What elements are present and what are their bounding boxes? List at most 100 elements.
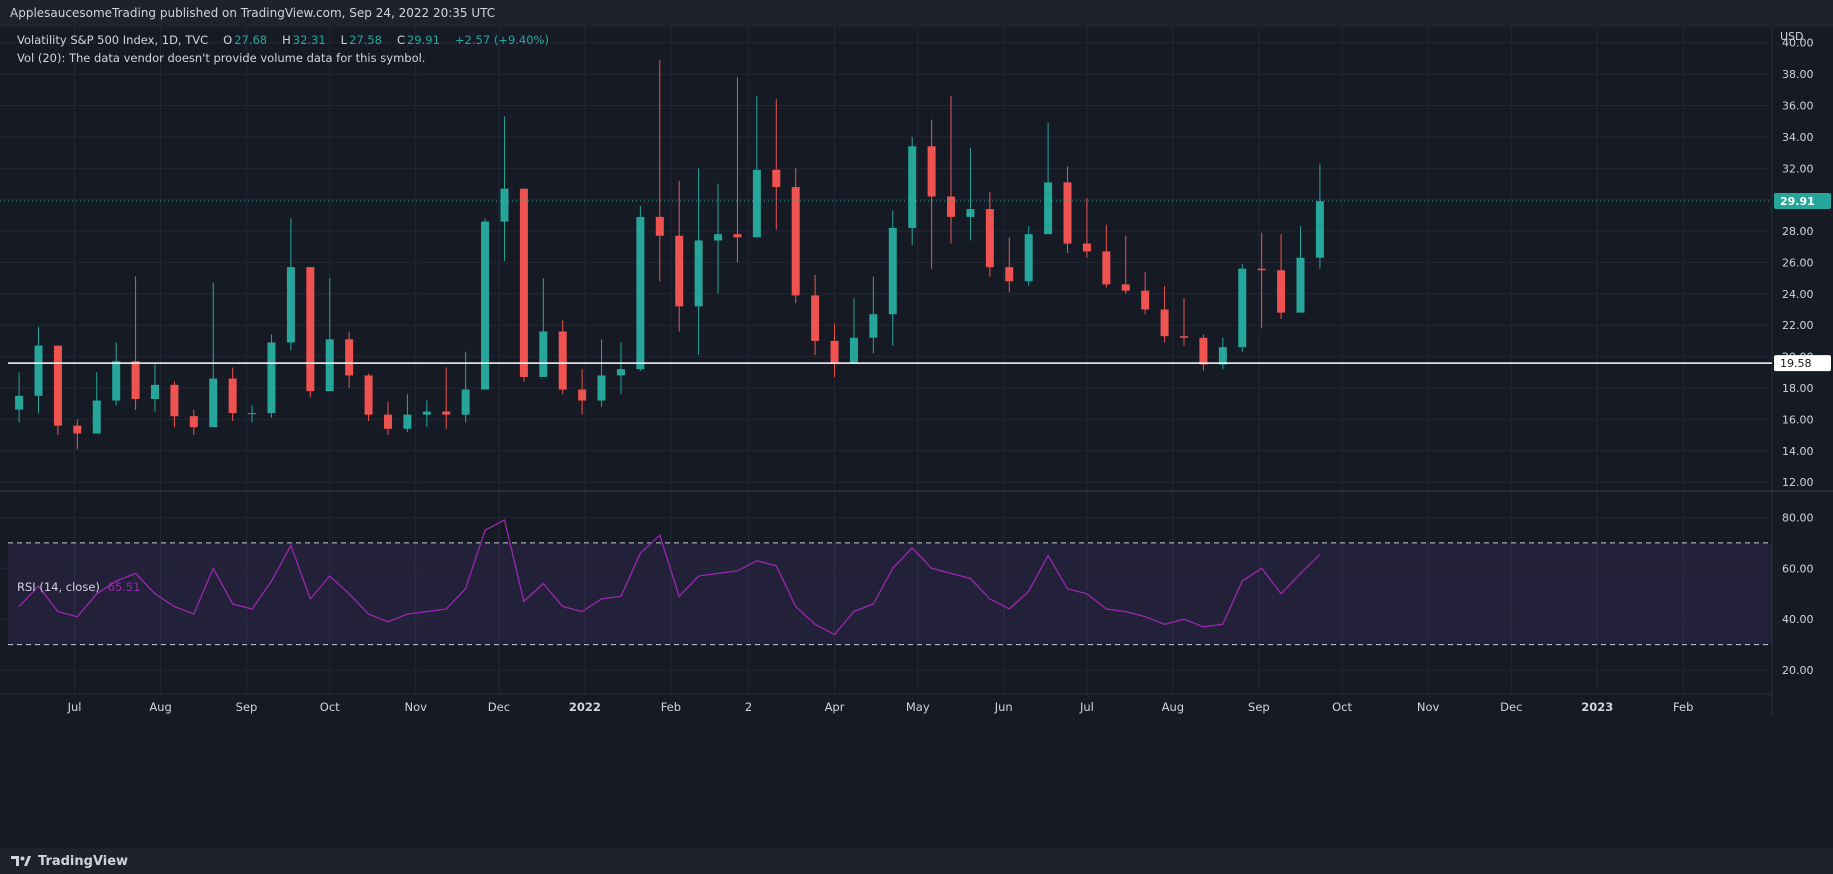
time-tick-label: Nov: [404, 700, 427, 714]
horizontal-line-badge: [1774, 355, 1831, 372]
candle-body: [1296, 257, 1305, 313]
currency-label: USD: [1780, 30, 1804, 43]
candle-body: [267, 342, 276, 414]
candle-body: [985, 209, 994, 268]
price-pane: [0, 27, 1833, 490]
candle-body: [34, 345, 43, 396]
tradingview-logo-icon: [11, 856, 31, 866]
candle-body: [1199, 337, 1208, 365]
candle-body: [325, 339, 334, 392]
high-value: 32.31: [292, 33, 326, 47]
horizontal-line-label: 19.58: [1780, 357, 1812, 370]
candle-body: [53, 345, 62, 426]
publish-header: ApplesaucesomeTrading published on Tradi…: [0, 0, 1833, 27]
time-tick-label: May: [906, 700, 930, 714]
candle-body: [733, 234, 742, 238]
candle-body: [481, 221, 490, 390]
time-tick-label: Dec: [1500, 700, 1522, 714]
candle-body: [1257, 268, 1266, 271]
symbol-name: Volatility S&P 500 Index, 1D, TVC: [17, 33, 209, 47]
rsi-tick-label: 20.00: [1782, 664, 1814, 677]
time-tick-label: Oct: [1332, 700, 1352, 714]
price-tick-label: 28.00: [1782, 225, 1814, 238]
candle-body: [811, 295, 820, 341]
candle-body: [92, 400, 101, 434]
candle-body: [306, 267, 315, 392]
candle-body: [714, 234, 723, 241]
candle-body: [578, 389, 587, 401]
price-tick-label: 12.00: [1782, 476, 1814, 489]
low-label: L: [340, 33, 348, 47]
candle-body: [1005, 267, 1014, 282]
candle-body: [1024, 234, 1033, 282]
candle-body: [558, 331, 567, 390]
time-tick-label: Aug: [1162, 700, 1184, 714]
candle-body: [655, 216, 664, 236]
candle-body: [383, 414, 392, 429]
candle-body: [1141, 290, 1150, 310]
open-value: 27.68: [234, 33, 268, 47]
time-tick-label: Jul: [1079, 700, 1094, 714]
footer-bar: TradingView: [0, 848, 1833, 874]
candle-body: [1218, 347, 1227, 365]
candle-body: [112, 361, 121, 401]
high-label: H: [282, 33, 291, 47]
candle-body: [1082, 243, 1091, 252]
rsi-tick-label: 40.00: [1782, 613, 1814, 626]
candle-body: [675, 235, 684, 307]
rsi-legend: RSI (14, close) 65.51: [17, 580, 140, 594]
candle-body: [1238, 268, 1247, 348]
candle-body: [597, 375, 606, 401]
candle-body: [947, 196, 956, 217]
candle-body: [1044, 182, 1053, 235]
candle-body: [189, 416, 198, 428]
rsi-band-fill: [8, 542, 1772, 645]
time-tick-label: 2023: [1581, 700, 1613, 714]
candle-body: [209, 378, 218, 428]
candle-body: [1180, 336, 1188, 338]
time-tick-label: Apr: [825, 700, 845, 714]
time-tick-label: Jul: [67, 700, 82, 714]
time-tick-label: 2: [745, 700, 752, 714]
time-tick-label: Feb: [661, 700, 681, 714]
candle-body: [345, 339, 354, 376]
candle-body: [1160, 309, 1169, 337]
price-tick-label: 34.00: [1782, 131, 1814, 144]
low-value: 27.58: [349, 33, 383, 47]
candle-body: [15, 395, 24, 410]
time-tick-label: Oct: [320, 700, 340, 714]
candle-body: [694, 240, 703, 307]
price-tick-label: 26.00: [1782, 256, 1814, 269]
candle-body: [791, 187, 800, 296]
candle-body: [500, 188, 509, 222]
price-tick-label: 18.00: [1782, 382, 1814, 395]
symbol-legend: Volatility S&P 500 Index, 1D, TVC O 27.68…: [17, 33, 551, 47]
rsi-tick-label: 80.00: [1782, 511, 1814, 524]
candle-body: [966, 209, 975, 217]
candle-body: [1277, 270, 1286, 313]
footer-brand: TradingView: [38, 853, 129, 869]
candle-body: [830, 340, 839, 363]
time-tick-label: Aug: [149, 700, 171, 714]
time-tick-label: Feb: [1673, 700, 1693, 714]
price-tick-label: 24.00: [1782, 288, 1814, 301]
time-tick-label: Sep: [236, 700, 258, 714]
candle-body: [170, 384, 179, 417]
candle-body: [927, 146, 936, 197]
close-value: 29.91: [407, 33, 440, 47]
price-tick-label: 32.00: [1782, 162, 1814, 175]
candle-body: [248, 413, 257, 415]
price-tick-label: 14.00: [1782, 445, 1814, 458]
time-tick-label: Sep: [1248, 700, 1270, 714]
candle-body: [286, 267, 295, 343]
candle-body: [849, 337, 858, 363]
candle-body: [442, 411, 451, 415]
candle-body: [151, 384, 159, 399]
candle-body: [403, 414, 412, 429]
rsi-label: RSI (14, close): [17, 580, 100, 594]
time-tick-label: Nov: [1417, 700, 1440, 714]
candle-body: [228, 378, 237, 414]
price-tick-label: 38.00: [1782, 68, 1814, 81]
